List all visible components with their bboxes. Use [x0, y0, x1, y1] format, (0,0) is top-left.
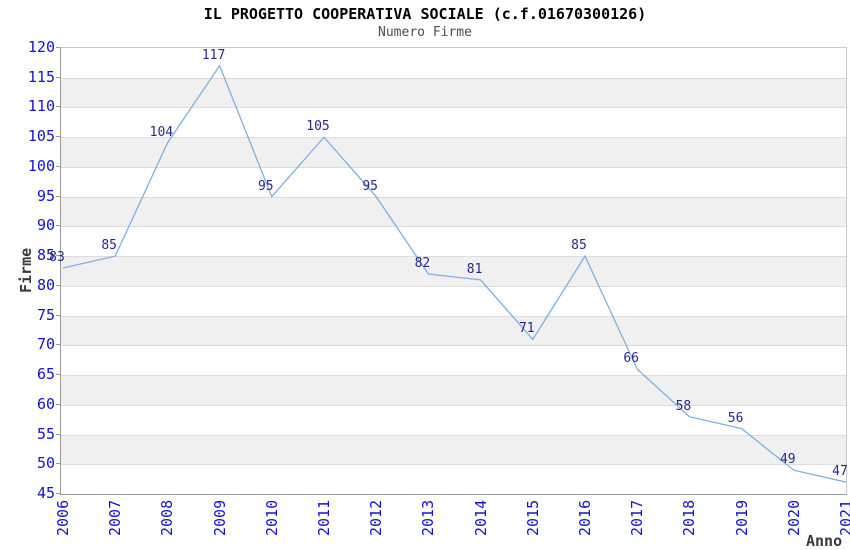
plot-band — [61, 196, 846, 227]
x-axis-tick-label: 2014 — [471, 499, 490, 537]
data-point-label: 56 — [727, 410, 744, 426]
line-series — [62, 64, 846, 483]
data-point-label: 95 — [257, 178, 274, 194]
x-axis-tick-label: 2015 — [523, 499, 542, 537]
y-axis-tick-mark — [56, 106, 60, 107]
y-axis-tick-mark — [56, 463, 60, 464]
x-axis-tick-label: 2007 — [106, 499, 125, 537]
data-point-label: 85 — [101, 238, 118, 254]
gridline — [61, 405, 846, 406]
plot-band — [61, 315, 846, 346]
x-axis-tick-label: 2011 — [315, 499, 333, 537]
line-series-svg — [62, 64, 846, 483]
data-point-label: 66 — [623, 351, 640, 367]
plot-band — [61, 375, 846, 405]
y-axis-tick-label: 60 — [36, 394, 55, 413]
gridline — [61, 435, 846, 436]
y-axis-tick-label: 120 — [27, 38, 55, 56]
data-point-label: 81 — [466, 261, 483, 277]
data-point-label: 47 — [832, 464, 848, 480]
y-axis-tick-label: 110 — [27, 97, 55, 116]
x-axis-tick-label: 2006 — [54, 499, 72, 537]
y-axis-tick-label: 100 — [27, 156, 55, 175]
y-axis-tick-mark — [56, 225, 60, 226]
y-axis-tick-label: 45 — [36, 484, 55, 502]
y-axis-tick-mark — [56, 374, 60, 375]
gridline — [61, 167, 846, 168]
x-axis-tick-label: 2013 — [419, 499, 438, 537]
plot-area — [60, 47, 847, 495]
gridline — [61, 226, 846, 227]
gridline — [61, 375, 846, 376]
data-point-label: 117 — [201, 47, 226, 63]
data-point-label: 95 — [362, 178, 379, 194]
y-axis-tick-mark — [56, 47, 60, 48]
y-axis-tick-mark — [56, 166, 60, 167]
data-point-label: 104 — [149, 125, 174, 141]
x-axis-tick-label: 2008 — [158, 499, 177, 537]
gridline — [61, 345, 846, 346]
y-axis-tick-label: 65 — [36, 365, 55, 384]
data-point-label: 83 — [49, 250, 65, 266]
y-axis-tick-label: 50 — [36, 454, 55, 473]
x-axis-tick-label: 2019 — [732, 499, 751, 537]
data-point-label: 49 — [779, 452, 796, 468]
y-axis-tick-label: 80 — [36, 275, 55, 294]
y-axis-tick-label: 75 — [36, 305, 55, 324]
y-axis-tick-mark — [56, 136, 60, 137]
data-point-label: 82 — [414, 255, 431, 271]
x-axis-tick-label: 2016 — [576, 499, 594, 537]
y-axis-tick-mark — [56, 404, 60, 405]
gridline — [61, 78, 846, 79]
gridline — [61, 197, 846, 198]
gridline — [61, 107, 846, 108]
y-axis-tick-mark — [56, 77, 60, 78]
y-axis-tick-mark — [56, 255, 60, 256]
data-point-label: 105 — [306, 119, 330, 135]
y-axis-tick-label: 55 — [36, 424, 55, 443]
y-axis-tick-mark — [56, 315, 60, 316]
x-axis-tick-label: 2010 — [262, 499, 281, 537]
plot-band — [61, 434, 846, 465]
x-axis-tick-label: 2017 — [628, 499, 647, 537]
gridline — [61, 256, 846, 257]
y-axis-tick-label: 115 — [27, 67, 55, 86]
data-point-label: 71 — [518, 321, 535, 337]
chart-subtitle: Numero Firme — [378, 25, 472, 40]
y-axis-tick-mark — [56, 196, 60, 197]
x-axis-tick-label: 2018 — [680, 499, 699, 537]
y-axis-tick-label: 105 — [27, 127, 55, 146]
gridline — [61, 286, 846, 287]
x-axis-tick-label: 2021 — [837, 499, 850, 537]
plot-band — [61, 256, 846, 286]
x-axis-tick-label: 2009 — [210, 499, 229, 537]
data-point-label: 58 — [675, 398, 692, 414]
y-axis-tick-mark — [56, 493, 60, 494]
gridline — [61, 137, 846, 138]
y-axis-tick-mark — [56, 434, 60, 435]
y-axis-tick-mark — [56, 285, 60, 286]
x-axis-tick-label: 2012 — [367, 499, 386, 537]
y-axis-tick-label: 70 — [36, 335, 55, 354]
y-axis-tick-mark — [56, 344, 60, 345]
x-axis-tick-label: 2020 — [784, 499, 803, 537]
y-axis-tick-label: 95 — [36, 186, 55, 205]
gridline — [61, 464, 846, 465]
y-axis-tick-label: 90 — [36, 216, 55, 235]
y-axis-tick-label: 85 — [36, 246, 55, 265]
gridline — [61, 316, 846, 317]
chart-title: IL PROGETTO COOPERATIVA SOCIALE (c.f.016… — [203, 5, 647, 23]
x-axis-title: Anno — [806, 532, 843, 550]
plot-band — [61, 137, 846, 167]
data-point-label: 85 — [571, 238, 587, 254]
plot-band — [61, 77, 846, 108]
